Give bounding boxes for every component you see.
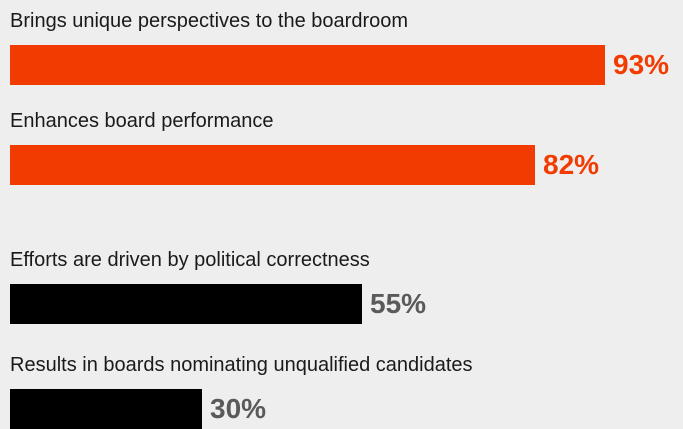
bar-performance bbox=[10, 145, 535, 185]
category-label: Results in boards nominating unqualified… bbox=[10, 354, 473, 376]
value-label: 30% bbox=[210, 393, 267, 424]
category-label: Efforts are driven by political correctn… bbox=[10, 249, 370, 271]
bar-perspectives bbox=[10, 45, 605, 85]
value-label: 93% bbox=[613, 49, 670, 80]
category-label: Brings unique perspectives to the boardr… bbox=[10, 10, 409, 32]
bar-unqualified-candidates bbox=[10, 389, 202, 429]
value-label: 55% bbox=[370, 288, 427, 319]
value-label: 82% bbox=[543, 149, 600, 180]
bar-political-correctness bbox=[10, 284, 362, 324]
category-label: Enhances board performance bbox=[10, 110, 274, 132]
